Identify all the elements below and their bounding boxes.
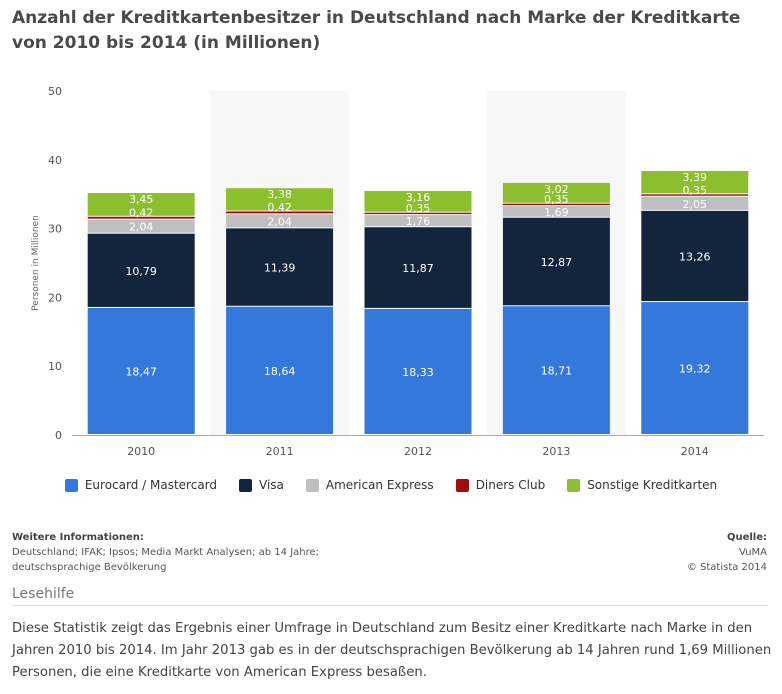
bar-segment [87,307,195,434]
stacked-bar-chart: 0 10 20 30 40 50 Personen in Millionen 18,47 10,… [31,85,764,458]
further-information: Weitere Informationen: Deutschland; IFAK… [12,530,319,575]
bar-segment [641,196,749,210]
legend-label: Diners Club [475,478,546,492]
y-tick-label: 50 [48,85,62,98]
data-label: 0,42 [267,201,292,214]
legend-label: American Express [325,478,434,492]
data-label: 2,04 [267,215,292,228]
data-label: 18,64 [264,365,296,378]
bar-segment [87,219,195,233]
legend-item[interactable]: American Express [305,478,434,492]
bar-segment [87,193,195,216]
bar-segment [502,182,610,203]
y-tick-label: 20 [48,291,62,304]
y-axis-label: Personen in Millionen [31,215,41,311]
source-copyright: © Statista 2014 [686,562,767,573]
data-label: 0,35 [406,202,431,215]
info-heading: Weitere Informationen: [12,532,144,543]
data-label: 19,32 [679,363,711,376]
bar-segment [226,306,334,434]
x-tick-label: 2012 [404,445,432,458]
legend-item[interactable]: Eurocard / Mastercard [64,478,218,492]
bar-segment [364,308,472,434]
legend-item[interactable]: Visa [239,478,284,492]
x-tick-label: 2013 [542,445,570,458]
data-label: 2,04 [129,221,154,234]
bar-segment [641,171,749,194]
legend-swatch [305,478,319,492]
reading-aid-heading: Lesehilfe [12,586,767,606]
x-tick-label: 2014 [681,445,709,458]
data-label: 1,76 [406,215,431,228]
data-label: 3,16 [406,191,431,204]
info-line-2: deutschsprachige Bevölkerung [12,562,167,573]
data-label: 3,02 [544,183,569,196]
bar-segment [364,215,472,227]
legend-swatch [64,478,78,492]
source-heading: Quelle: [726,532,767,543]
bar-segment [502,306,610,434]
y-tick-label: 30 [48,223,62,236]
data-label: 18,33 [402,366,434,379]
data-label: 3,39 [683,171,708,184]
y-tick-label: 10 [48,360,62,373]
x-tick-label: 2010 [127,445,155,458]
bar-segment [226,211,334,214]
data-label: 3,38 [267,188,292,201]
data-label: 18,71 [541,365,573,378]
bar-segment [364,190,472,212]
legend-swatch [239,478,253,492]
bar-segment [641,194,749,196]
legend-label: Sonstige Kreditkarten [587,478,718,492]
source-block: Quelle: VuMA © Statista 2014 [687,530,767,575]
bar-segment [87,233,195,307]
data-label: 3,45 [129,193,154,206]
data-label: 2,05 [683,198,708,211]
legend-label: Eurocard / Mastercard [84,478,218,492]
chart-title: Anzahl der Kreditkartenbesitzer in Deuts… [12,8,741,53]
y-tick-label: 40 [48,154,62,167]
bar-segment [502,206,610,217]
data-label: 13,26 [679,250,711,263]
data-label: 10,79 [125,265,157,278]
data-label: 0,42 [129,206,154,219]
bar-segment [641,210,749,302]
chart-legend: Eurocard / Mastercard Visa American Expres… [0,478,782,492]
bar-segment [226,228,334,306]
bar-segment [226,188,334,211]
chart-description: Diese Statistik zeigt das Ergebnis einer… [12,621,772,680]
data-label: 0,35 [544,193,569,206]
y-tick-label: 0 [55,429,62,442]
data-label: 18,47 [125,365,157,378]
legend-label: Visa [259,478,284,492]
data-label: 1,69 [544,206,569,219]
data-label: 11,39 [264,262,296,275]
data-label: 12,87 [541,256,573,269]
bar-segment [364,212,472,215]
data-label: 11,87 [402,262,434,275]
bar-segment [364,227,472,308]
legend-item[interactable]: Diners Club [455,478,546,492]
bar-segment [502,203,610,206]
bar-segment [641,302,749,434]
x-tick-label: 2011 [266,445,294,458]
source-name: VuMA [739,547,767,558]
data-label: 0,35 [683,184,708,197]
bar-segment [502,217,610,306]
legend-swatch [567,478,581,492]
legend-item[interactable]: Sonstige Kreditkarten [567,478,717,492]
bar-segment [226,214,334,228]
legend-swatch [455,478,469,492]
bar-segment [87,216,195,219]
info-line-1: Deutschland; IFAK; Ipsos; Media Markt An… [12,547,320,558]
